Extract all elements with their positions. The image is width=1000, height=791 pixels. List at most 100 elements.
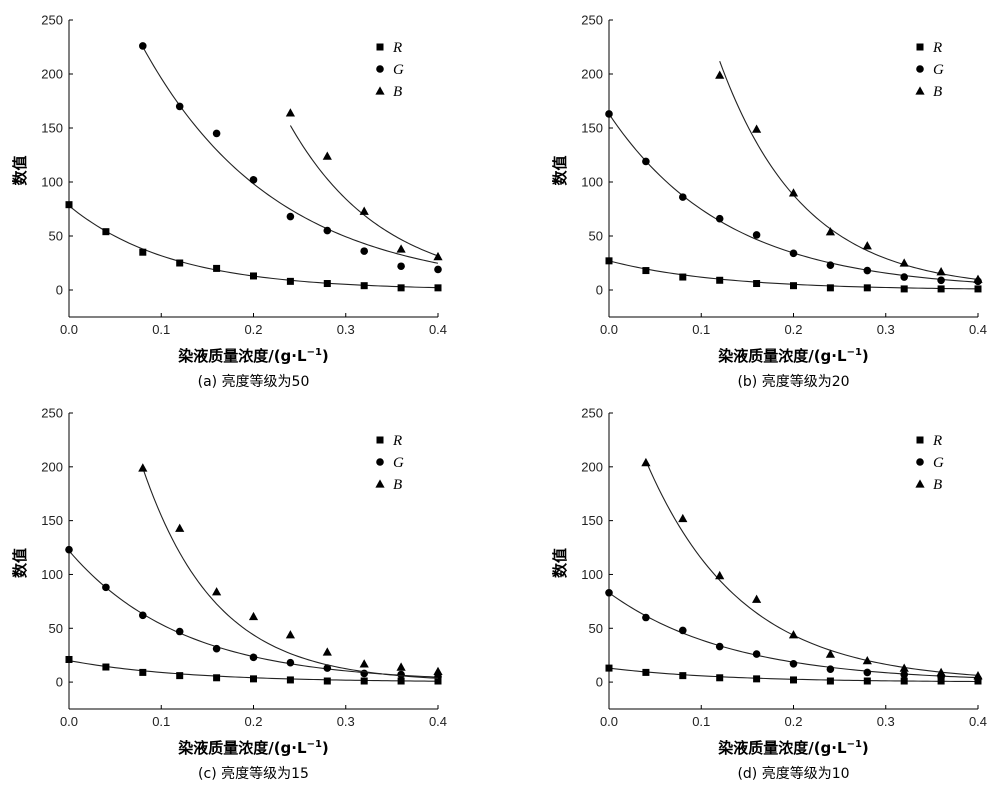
- data-point-R: [826, 677, 834, 685]
- panel-caption: (c) 亮度等级为15: [198, 765, 309, 782]
- data-point-G: [434, 265, 442, 274]
- data-point-G: [642, 613, 650, 622]
- data-point-B: [715, 70, 725, 79]
- data-point-G: [397, 262, 405, 271]
- data-point-G: [642, 157, 650, 166]
- data-point-R: [434, 284, 442, 292]
- y-axis-title: 数值: [11, 548, 29, 578]
- data-point-R: [937, 285, 945, 293]
- legend-label-B: B: [933, 477, 942, 493]
- data-point-R: [434, 677, 442, 685]
- fit-curve-B: [719, 61, 979, 281]
- data-point-R: [213, 674, 221, 682]
- legend: RGB: [915, 40, 944, 100]
- data-point-R: [790, 282, 797, 290]
- panel-4: 0 50 100 150 200 250 0.0 0.1 0.2 0.3 0.4 数值染液质量浓度/(…: [551, 406, 987, 783]
- data-point-G: [249, 176, 258, 184]
- x-axis-title: 染液质量浓度/(g·L−1): [177, 739, 329, 757]
- data-point-B: [936, 667, 946, 677]
- data-point-R: [360, 677, 368, 685]
- legend-label-G: G: [933, 62, 944, 78]
- data-point-G: [900, 670, 908, 679]
- data-point-R: [323, 280, 331, 288]
- data-point-B: [396, 244, 406, 253]
- legend-marker-B: [915, 86, 925, 95]
- data-point-G: [789, 659, 798, 668]
- legend-label-R: R: [392, 433, 402, 449]
- y-tick-label: 150: [581, 513, 603, 528]
- data-point-B: [752, 124, 762, 133]
- data-point-G: [286, 658, 295, 667]
- data-point-R: [900, 285, 908, 293]
- data-point-G: [65, 545, 73, 554]
- legend: RGB: [915, 433, 944, 493]
- data-point-R: [605, 257, 613, 265]
- data-point-R: [642, 668, 650, 676]
- y-tick-label: 150: [41, 513, 63, 528]
- fit-curve-G: [142, 46, 439, 264]
- y-tick-label: 0: [56, 283, 63, 298]
- data-point-G: [715, 642, 724, 651]
- y-tick-label: 200: [581, 67, 603, 82]
- y-tick-label: 50: [49, 229, 63, 244]
- data-point-B: [936, 267, 946, 276]
- data-point-B: [825, 227, 835, 236]
- data-point-G: [139, 611, 147, 620]
- series-R: [605, 257, 982, 293]
- data-point-G: [937, 276, 945, 285]
- x-tick-label: 0.1: [692, 714, 710, 729]
- x-tick-label: 0.0: [600, 714, 618, 729]
- data-point-G: [212, 129, 221, 138]
- data-point-B: [433, 251, 443, 261]
- x-axis-title: 染液质量浓度/(g·L−1): [717, 347, 869, 365]
- data-point-G: [323, 664, 332, 672]
- legend-label-R: R: [932, 40, 942, 56]
- data-point-G: [605, 110, 613, 118]
- y-tick-label: 0: [596, 283, 603, 298]
- data-point-B: [862, 655, 872, 665]
- y-tick-label: 250: [581, 13, 603, 28]
- legend-marker-B: [915, 479, 925, 488]
- data-point-R: [863, 284, 871, 292]
- series-R: [65, 655, 442, 685]
- data-point-R: [139, 668, 147, 676]
- series-B: [285, 108, 443, 261]
- data-point-B: [212, 587, 222, 596]
- data-point-R: [250, 272, 257, 280]
- data-point-B: [175, 523, 185, 532]
- legend-marker-G: [376, 65, 384, 73]
- series-B: [715, 61, 983, 283]
- series-B: [138, 463, 443, 679]
- data-point-R: [974, 285, 982, 293]
- data-point-R: [605, 664, 613, 672]
- x-axis-title: 染液质量浓度/(g·L−1): [717, 739, 869, 757]
- legend-label-B: B: [933, 84, 942, 100]
- data-point-R: [826, 284, 834, 292]
- fit-curve-B: [645, 460, 979, 676]
- panel-caption: (b) 亮度等级为20: [737, 373, 849, 390]
- data-point-R: [397, 677, 405, 685]
- y-tick-label: 250: [41, 13, 63, 28]
- data-point-R: [716, 674, 724, 682]
- data-point-R: [176, 672, 184, 680]
- data-point-G: [249, 653, 258, 662]
- panel-2: 0 50 100 150 200 250 0.0 0.1 0.2 0.3 0.4 数值染液质量浓度/(…: [551, 13, 987, 391]
- legend-marker-R: [916, 436, 924, 444]
- legend-label-B: B: [393, 477, 402, 493]
- y-tick-label: 0: [596, 675, 603, 690]
- data-point-B: [899, 663, 909, 672]
- data-point-R: [679, 273, 687, 281]
- y-axis-title: 数值: [551, 155, 569, 185]
- y-tick-label: 50: [589, 621, 603, 636]
- data-point-B: [899, 258, 909, 267]
- data-point-B: [322, 151, 332, 160]
- x-tick-label: 0.4: [429, 322, 447, 337]
- series-R: [65, 201, 442, 292]
- data-point-B: [973, 274, 983, 283]
- data-point-G: [139, 42, 147, 50]
- data-point-R: [753, 675, 761, 683]
- data-point-R: [397, 284, 405, 292]
- x-tick-label: 0.3: [877, 322, 895, 337]
- data-point-B: [322, 647, 332, 656]
- data-point-G: [789, 249, 798, 258]
